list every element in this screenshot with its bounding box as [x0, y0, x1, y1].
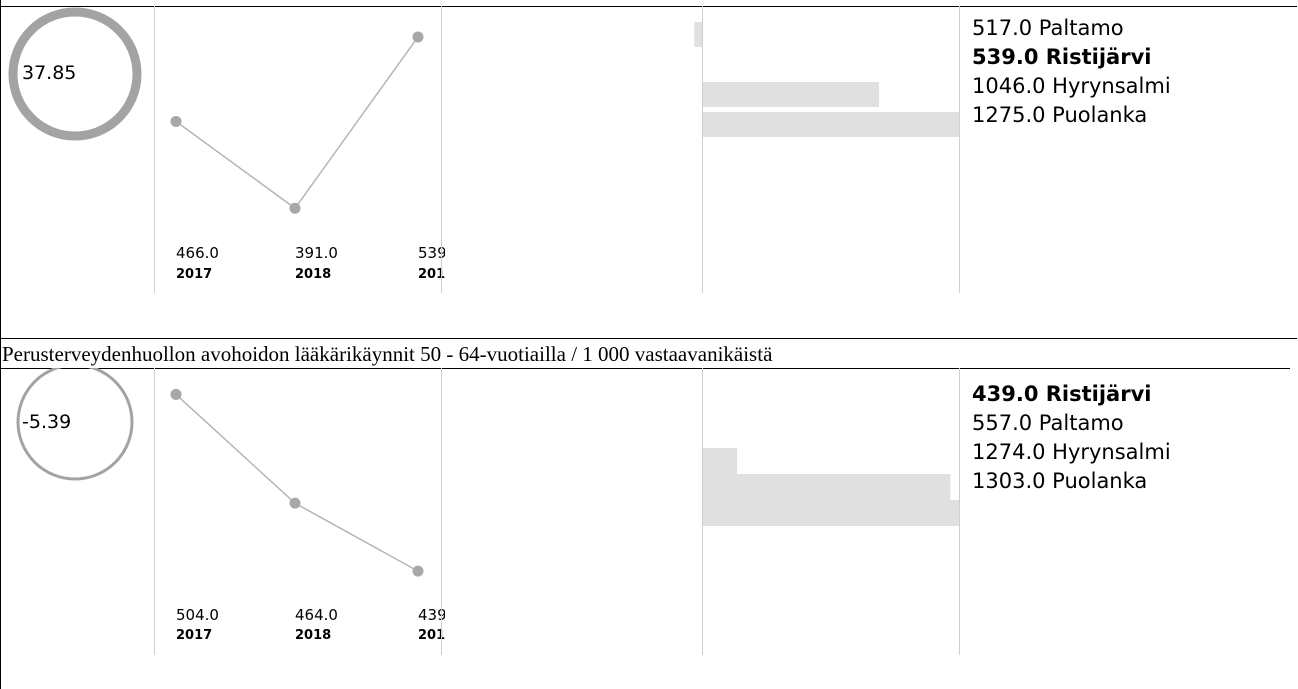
- point-value-label: 464.0: [295, 606, 338, 624]
- trend-point: [170, 115, 182, 127]
- divider-left: [154, 368, 155, 655]
- trend-point: [170, 388, 182, 400]
- ranking-bar: [702, 82, 880, 107]
- ranking-item: 1275.0 Puolanka: [972, 103, 1148, 127]
- gauge-value: 37.85: [22, 62, 76, 84]
- ranking-bar: [702, 474, 951, 500]
- ranking-bar: [702, 112, 959, 137]
- indicator-panel-1: 37.85 466.0 2017 391.0 2018 539.0 2019 517.0 …: [0, 0, 1298, 338]
- divider-left: [154, 6, 155, 293]
- year-tick-label: 2019: [418, 267, 445, 282]
- indicator-title: Perusterveydenhuollon avohoidon lääkärik…: [2, 342, 773, 366]
- divider-right: [959, 6, 960, 293]
- trend-point: [412, 565, 424, 577]
- point-value-label: 391.0: [295, 244, 338, 262]
- gauge-ring: [8, 7, 142, 141]
- ranking-list: 439.0 Ristijärvi 557.0 Paltamo 1274.0 Hyry…: [972, 380, 1171, 496]
- ranking-item: 1303.0 Puolanka: [972, 469, 1148, 493]
- trend-point: [289, 497, 301, 509]
- year-tick-label: 2017: [176, 267, 212, 282]
- divider-middle: [441, 6, 442, 293]
- ranking-item: 517.0 Paltamo: [972, 16, 1124, 40]
- year-tick-label: 2018: [295, 628, 331, 643]
- ranking-item: 1274.0 Hyrynsalmi: [972, 440, 1171, 464]
- year-tick-label: 2019: [418, 628, 445, 643]
- ranking-bar: [702, 500, 959, 526]
- ranking-item: 557.0 Paltamo: [972, 411, 1124, 435]
- point-value-label: 539.0: [418, 244, 445, 262]
- ranking-bar: [702, 448, 738, 474]
- row-separator: [0, 338, 1297, 339]
- ranking-bar-chart: [694, 22, 959, 137]
- trend-line-chart: 504.0 2017 464.0 2018 439.0 2019: [170, 388, 445, 643]
- trend-line-chart: 466.0 2017 391.0 2018 539.0 2019: [170, 31, 445, 282]
- ranking-item: 539.0 Ristijärvi: [972, 45, 1152, 69]
- divider-bars-axis: [702, 6, 703, 293]
- gauge-ring: [16, 368, 134, 481]
- year-tick-label: 2017: [176, 628, 212, 643]
- ranking-bar: [694, 22, 702, 47]
- change-gauge: 37.85: [8, 7, 142, 141]
- row-separator-lower: [0, 368, 1290, 369]
- divider-middle: [441, 368, 442, 655]
- year-tick-label: 2018: [295, 267, 331, 282]
- ranking-list: 517.0 Paltamo 539.0 Ristijärvi 1046.0 Hyry…: [972, 14, 1171, 130]
- ranking-item: 1046.0 Hyrynsalmi: [972, 74, 1171, 98]
- divider-bars-axis: [702, 368, 703, 655]
- ranking-bar-chart: [702, 448, 959, 526]
- trend-line: [175, 393, 419, 572]
- point-value-label: 439.0: [418, 606, 445, 624]
- indicator-panel-2: -5.39 504.0 2017 464.0 2018 439.0 2019 439.0 …: [0, 368, 1298, 689]
- top-border: [0, 6, 1297, 7]
- point-value-label: 504.0: [176, 606, 219, 624]
- trend-point: [289, 202, 301, 214]
- divider-right: [959, 368, 960, 655]
- trend-point: [412, 31, 424, 43]
- trend-line: [175, 36, 419, 210]
- gauge-value: -5.39: [22, 411, 71, 433]
- point-value-label: 466.0: [176, 244, 219, 262]
- ranking-item: 439.0 Ristijärvi: [972, 382, 1152, 406]
- change-gauge: -5.39: [16, 368, 134, 481]
